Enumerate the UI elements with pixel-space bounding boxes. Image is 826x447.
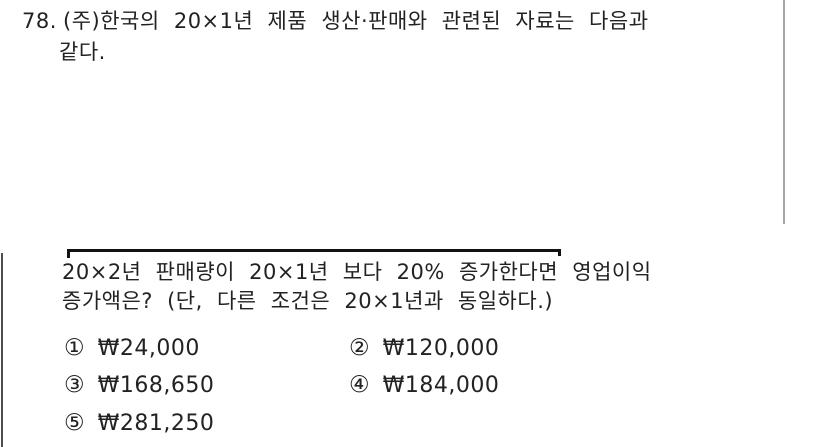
answer-choice-4: ④ ₩184,000 — [349, 370, 499, 401]
column-divider-left — [1, 253, 3, 447]
choice-3-value: ₩168,650 — [97, 373, 215, 398]
question-stem-text: (주)한국의 20×1년 제품 생산·판매와 관련된 자료는 다음과 — [63, 9, 649, 33]
table-border-remnant — [67, 249, 561, 258]
question-number: 78. — [22, 9, 57, 33]
choice-2-value: ₩120,000 — [382, 336, 500, 361]
question-stem-line2: 같다. — [59, 40, 106, 64]
question-stem-line1: 78. (주)한국의 20×1년 제품 생산·판매와 관련된 자료는 다음과 — [22, 9, 649, 33]
answer-choice-2: ② ₩120,000 — [349, 333, 499, 364]
table-border-tick-left — [67, 249, 70, 258]
answer-choice-3: ③ ₩168,650 — [64, 370, 214, 401]
answer-choice-5: ⑤ ₩281,250 — [64, 408, 214, 439]
question-body-line2: 증가액은? (단, 다른 조건은 20×1년과 동일하다.) — [62, 289, 554, 313]
column-divider-right — [783, 0, 785, 224]
table-border-tick-right — [558, 249, 561, 256]
choice-2-marker: ② — [349, 335, 370, 361]
question-body-line1: 20×2년 판매량이 20×1년 보다 20% 증가한다면 영업이익 — [62, 260, 652, 284]
choice-4-value: ₩184,000 — [382, 373, 500, 398]
choice-1-marker: ① — [64, 335, 85, 361]
answer-choice-1: ① ₩24,000 — [64, 333, 200, 364]
choice-5-value: ₩281,250 — [97, 411, 215, 436]
choice-1-value: ₩24,000 — [97, 336, 200, 361]
choice-4-marker: ④ — [349, 372, 370, 398]
choice-5-marker: ⑤ — [64, 410, 85, 436]
choice-3-marker: ③ — [64, 372, 85, 398]
